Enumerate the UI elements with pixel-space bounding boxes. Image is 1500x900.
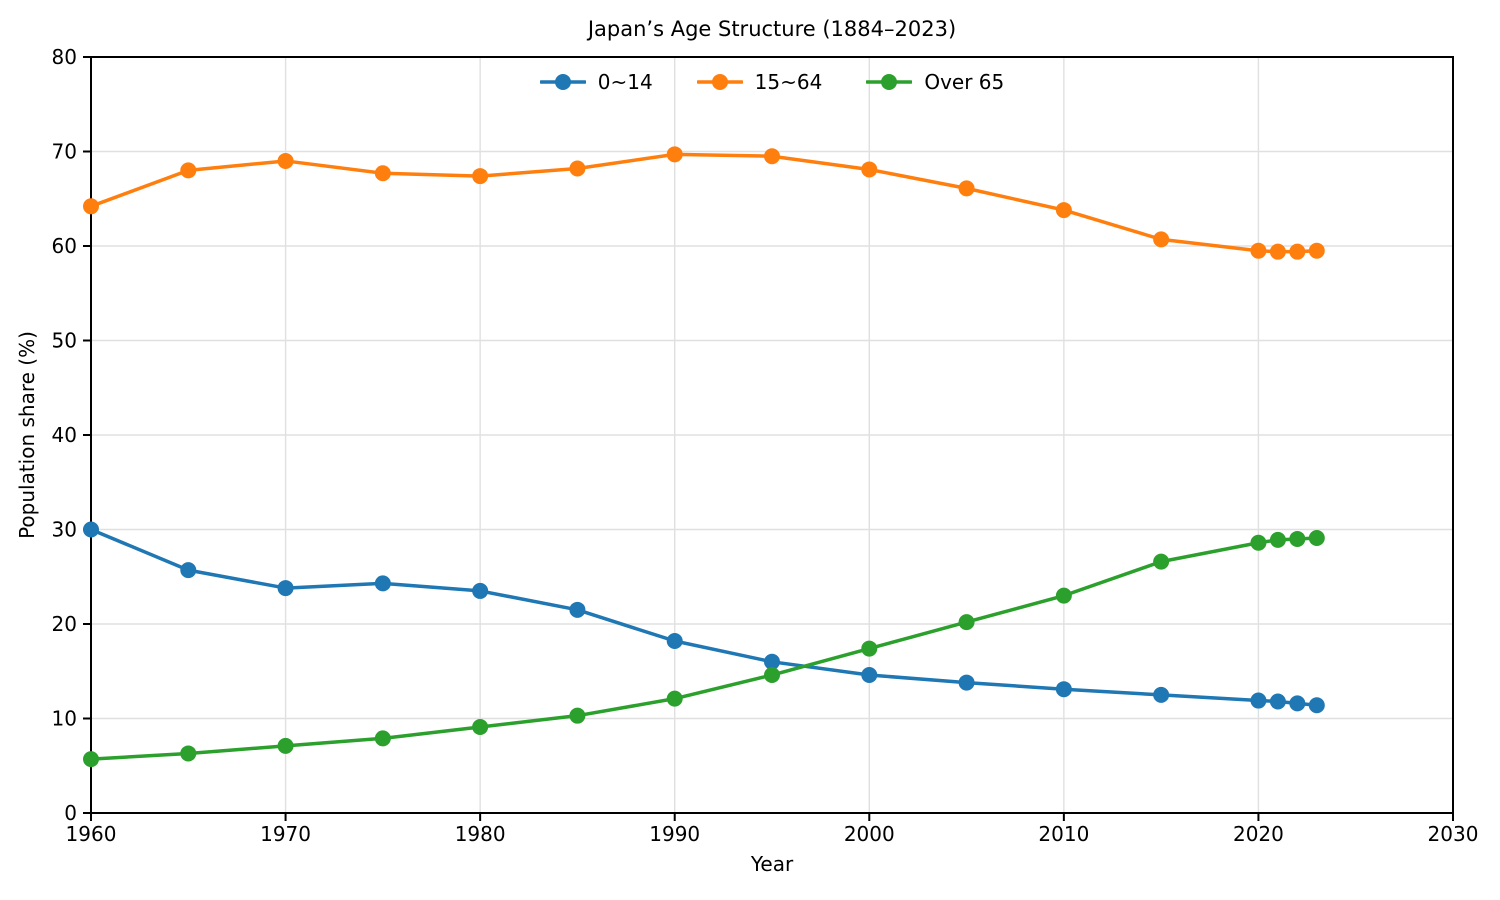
y-tick-label: 80 xyxy=(52,45,77,69)
data-point-15-64 xyxy=(666,146,683,163)
series-15-64 xyxy=(83,146,1325,260)
x-axis-label: Year xyxy=(750,852,794,876)
x-tick-label: 2000 xyxy=(844,822,895,846)
x-tick-label: 1980 xyxy=(455,822,506,846)
data-point-over-65 xyxy=(83,751,99,768)
data-point-0-14 xyxy=(666,633,683,650)
data-point-15-64 xyxy=(1308,242,1325,259)
data-point-15-64 xyxy=(861,161,878,178)
series-line-0-14 xyxy=(89,527,1319,708)
y-axis-label: Population share (%) xyxy=(15,331,39,539)
data-point-0-14 xyxy=(374,575,391,592)
data-point-0-14 xyxy=(472,582,489,599)
y-tick-label: 60 xyxy=(52,234,77,258)
y-tick-label: 30 xyxy=(52,517,77,541)
data-point-15-64 xyxy=(277,152,294,169)
y-tick-label: 0 xyxy=(64,801,77,825)
data-point-0-14 xyxy=(1308,697,1325,714)
data-point-15-64 xyxy=(1055,202,1072,219)
data-point-over-65 xyxy=(277,737,294,754)
data-point-0-14 xyxy=(83,521,99,538)
data-point-15-64 xyxy=(1250,242,1267,259)
data-point-0-14 xyxy=(1289,695,1306,712)
axes-ticks: 1960 1970 1980 1990 2000 2010 2020 203001020304… xyxy=(52,45,1479,846)
data-point-over-65 xyxy=(1153,553,1170,570)
data-point-over-65 xyxy=(958,614,975,631)
data-point-15-64 xyxy=(1153,231,1170,248)
series-0-14 xyxy=(83,521,1325,714)
data-point-0-14 xyxy=(1250,692,1267,709)
data-point-0-14 xyxy=(180,562,197,579)
data-point-over-65 xyxy=(569,707,586,724)
data-point-0-14 xyxy=(861,667,878,684)
data-point-15-64 xyxy=(764,148,780,165)
data-point-over-65 xyxy=(764,667,780,684)
data-point-15-64 xyxy=(958,180,975,197)
data-point-over-65 xyxy=(374,730,391,747)
y-tick-label: 70 xyxy=(52,139,77,163)
y-tick-label: 20 xyxy=(52,612,77,636)
data-point-over-65 xyxy=(180,745,197,762)
data-point-over-65 xyxy=(472,719,489,736)
x-tick-label: 2030 xyxy=(1428,822,1479,846)
data-point-over-65 xyxy=(1250,534,1267,551)
y-tick-label: 50 xyxy=(52,328,77,352)
data-point-over-65 xyxy=(666,690,683,707)
data-point-0-14 xyxy=(277,580,294,597)
data-point-15-64 xyxy=(472,168,489,185)
data-point-15-64 xyxy=(180,162,197,179)
data-point-over-65 xyxy=(1289,530,1306,547)
data-point-0-14 xyxy=(764,653,780,670)
data-point-0-14 xyxy=(569,601,586,618)
y-tick-label: 10 xyxy=(52,706,77,730)
x-tick-label: 1970 xyxy=(260,822,311,846)
data-point-15-64 xyxy=(1269,243,1286,260)
x-tick-label: 1990 xyxy=(649,822,700,846)
data-point-0-14 xyxy=(1055,681,1072,698)
data-point-0-14 xyxy=(958,674,975,691)
data-point-15-64 xyxy=(1289,243,1306,260)
data-point-over-65 xyxy=(1308,530,1325,547)
data-point-over-65 xyxy=(1055,587,1072,604)
x-tick-label: 1960 xyxy=(66,822,117,846)
data-point-0-14 xyxy=(1269,693,1286,710)
series-line-15-64 xyxy=(89,152,1319,254)
y-tick-label: 40 xyxy=(52,423,77,447)
series-line-over-65 xyxy=(89,536,1319,761)
x-tick-label: 2010 xyxy=(1038,822,1089,846)
data-point-15-64 xyxy=(83,198,99,215)
chart-title: Japan’s Age Structure (1884–2023) xyxy=(587,17,957,41)
data-point-over-65 xyxy=(1269,531,1286,548)
x-tick-label: 2020 xyxy=(1233,822,1284,846)
data-point-15-64 xyxy=(374,165,391,182)
data-point-15-64 xyxy=(569,160,586,177)
data-point-0-14 xyxy=(1153,686,1170,703)
series-over-65 xyxy=(83,530,1325,768)
data-point-over-65 xyxy=(861,640,878,657)
